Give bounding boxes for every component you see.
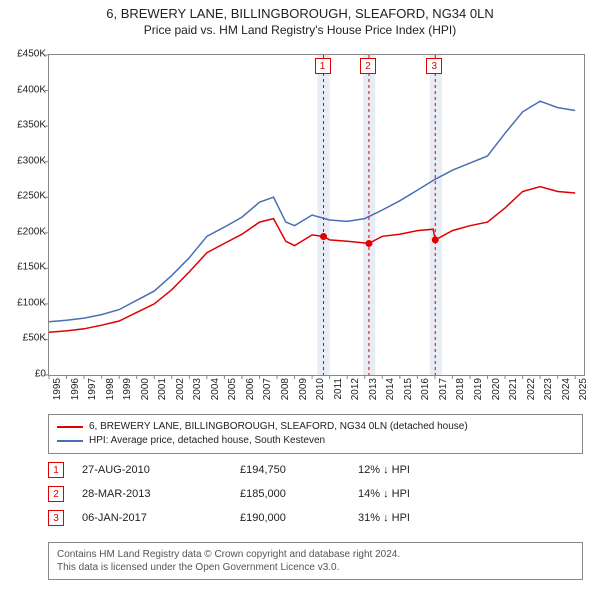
sale-marker-box: 2 (360, 58, 376, 74)
x-tick-label: 2012 (350, 378, 361, 400)
sale-row-pct: 14% ↓ HPI (358, 488, 583, 500)
x-tick-label: 2017 (438, 378, 449, 400)
x-tick-label: 2015 (403, 378, 414, 400)
x-tick-label: 1996 (70, 378, 81, 400)
x-tick-label: 2007 (262, 378, 273, 400)
x-tick-label: 1997 (87, 378, 98, 400)
y-tick-label: £150K (17, 262, 46, 273)
x-tick-label: 2025 (578, 378, 589, 400)
sale-row-price: £194,750 (240, 464, 340, 476)
x-tick-label: 1995 (52, 378, 63, 400)
y-tick-label: £250K (17, 191, 46, 202)
y-tick-label: £0 (35, 369, 46, 380)
x-tick-label: 2006 (245, 378, 256, 400)
legend-line-icon (57, 440, 83, 442)
chart-svg (49, 55, 584, 375)
x-tick-label: 2019 (473, 378, 484, 400)
x-tick-label: 2016 (420, 378, 431, 400)
sale-marker-box: 1 (315, 58, 331, 74)
x-tick-label: 2004 (210, 378, 221, 400)
x-tick-label: 2002 (175, 378, 186, 400)
x-tick-label: 2009 (298, 378, 309, 400)
x-tick-label: 2024 (561, 378, 572, 400)
x-tick-label: 2023 (543, 378, 554, 400)
y-tick-label: £300K (17, 155, 46, 166)
x-tick-label: 2021 (508, 378, 519, 400)
footer-line-1: Contains HM Land Registry data © Crown c… (57, 548, 574, 561)
x-tick-label: 1998 (105, 378, 116, 400)
legend-label: HPI: Average price, detached house, Sout… (89, 434, 325, 448)
y-tick-label: £200K (17, 226, 46, 237)
chart-title: 6, BREWERY LANE, BILLINGBOROUGH, SLEAFOR… (0, 6, 600, 21)
y-tick-label: £450K (17, 49, 46, 60)
legend-item-property: 6, BREWERY LANE, BILLINGBOROUGH, SLEAFOR… (57, 420, 574, 434)
sales-table: 1 27-AUG-2010 £194,750 12% ↓ HPI 2 28-MAR-201… (48, 458, 583, 530)
sale-row-num: 2 (48, 486, 64, 502)
sale-row-pct: 31% ↓ HPI (358, 512, 583, 524)
sale-row-price: £185,000 (240, 488, 340, 500)
sale-row-date: 27-AUG-2010 (82, 464, 222, 476)
y-tick-label: £50K (23, 333, 46, 344)
x-tick-label: 2013 (368, 378, 379, 400)
legend-line-icon (57, 426, 83, 428)
x-tick-label: 2022 (526, 378, 537, 400)
legend-label: 6, BREWERY LANE, BILLINGBOROUGH, SLEAFOR… (89, 420, 468, 434)
x-tick-label: 1999 (122, 378, 133, 400)
sale-row-num: 1 (48, 462, 64, 478)
x-tick-label: 2001 (157, 378, 168, 400)
sale-row: 2 28-MAR-2013 £185,000 14% ↓ HPI (48, 482, 583, 506)
y-tick-label: £400K (17, 84, 46, 95)
chart-area (48, 54, 585, 376)
legend: 6, BREWERY LANE, BILLINGBOROUGH, SLEAFOR… (48, 414, 583, 454)
footer-line-2: This data is licensed under the Open Gov… (57, 561, 574, 574)
x-tick-label: 2003 (192, 378, 203, 400)
sale-row-pct: 12% ↓ HPI (358, 464, 583, 476)
sale-marker-box: 3 (426, 58, 442, 74)
chart-subtitle: Price paid vs. HM Land Registry's House … (0, 23, 600, 37)
sale-row: 1 27-AUG-2010 £194,750 12% ↓ HPI (48, 458, 583, 482)
page: { "title_line1": "6, BREWERY LANE, BILLI… (0, 6, 600, 596)
x-tick-label: 2014 (385, 378, 396, 400)
legend-item-hpi: HPI: Average price, detached house, Sout… (57, 434, 574, 448)
x-tick-label: 2005 (227, 378, 238, 400)
x-tick-label: 2008 (280, 378, 291, 400)
x-tick-label: 2010 (315, 378, 326, 400)
footer: Contains HM Land Registry data © Crown c… (48, 542, 583, 580)
sale-row: 3 06-JAN-2017 £190,000 31% ↓ HPI (48, 506, 583, 530)
sale-row-date: 06-JAN-2017 (82, 512, 222, 524)
x-tick-label: 2011 (333, 378, 344, 400)
x-tick-label: 2020 (491, 378, 502, 400)
sale-row-date: 28-MAR-2013 (82, 488, 222, 500)
y-tick-label: £100K (17, 297, 46, 308)
x-tick-label: 2000 (140, 378, 151, 400)
sale-row-num: 3 (48, 510, 64, 526)
x-tick-label: 2018 (455, 378, 466, 400)
y-tick-label: £350K (17, 120, 46, 131)
sale-row-price: £190,000 (240, 512, 340, 524)
